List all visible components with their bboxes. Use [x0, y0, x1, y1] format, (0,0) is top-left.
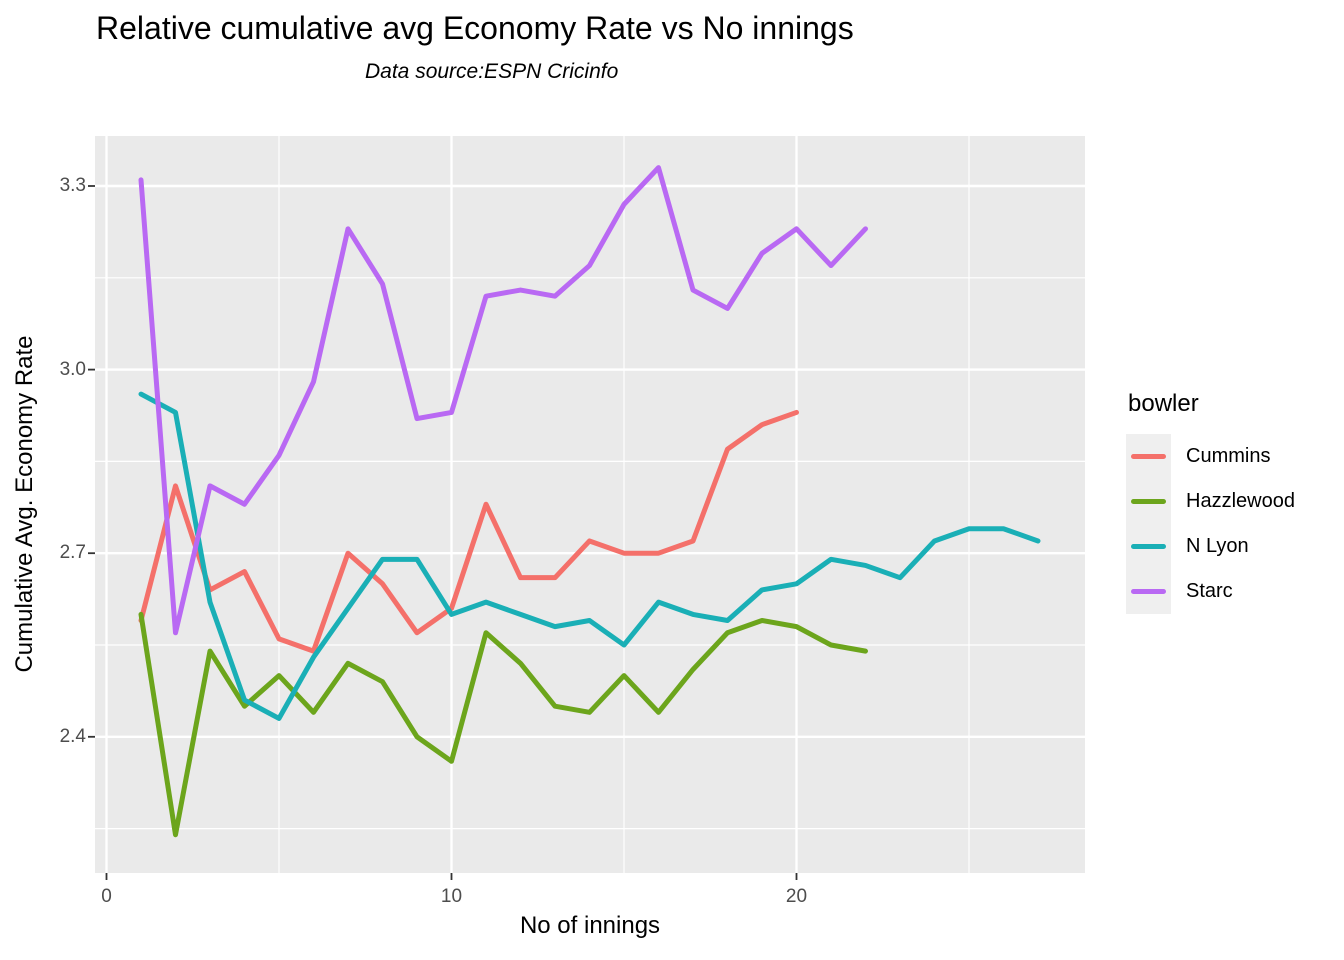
legend-key-swatch: [1126, 434, 1171, 479]
y-tick-label: 2.7: [59, 542, 86, 564]
legend-title: bowler: [1128, 390, 1199, 417]
y-tick-label: 2.4: [59, 725, 86, 747]
legend-key-swatch: [1126, 569, 1171, 614]
legend-key-line-icon: [1131, 499, 1166, 504]
legend-item-n-lyon: N Lyon: [1126, 524, 1295, 569]
legend: bowler Cummins Hazzlewood N Lyon Starc: [1126, 390, 1295, 614]
line-starc: [138, 165, 868, 636]
line-hazzlewood: [138, 611, 868, 838]
legend-items: Cummins Hazzlewood N Lyon Starc: [1126, 434, 1295, 614]
legend-key-line-icon: [1131, 454, 1166, 459]
x-tick-label: 0: [101, 886, 112, 907]
chart-subtitle: Data source:ESPN Cricinfo: [365, 60, 619, 83]
legend-item-label: Cummins: [1186, 445, 1271, 467]
legend-key-line-icon: [1131, 589, 1166, 594]
chart-title: Relative cumulative avg Economy Rate vs …: [96, 10, 854, 46]
x-tick-label: 10: [440, 886, 463, 907]
legend-item-label: Hazzlewood: [1186, 490, 1295, 512]
x-tick-label: 20: [785, 886, 808, 907]
legend-item-hazzlewood: Hazzlewood: [1126, 479, 1295, 524]
line-cummins: [138, 409, 799, 654]
line-n-lyon: [138, 391, 1041, 721]
legend-item-label: Starc: [1186, 580, 1233, 602]
y-axis-title: Cumulative Avg. Economy Rate: [11, 335, 38, 673]
panel-background: [95, 136, 1085, 873]
legend-key-line-icon: [1131, 544, 1166, 549]
legend-item-starc: Starc: [1126, 569, 1295, 614]
legend-key-swatch: [1126, 479, 1171, 524]
legend-item-label: N Lyon: [1186, 535, 1249, 557]
y-tick-label: 3.0: [59, 358, 86, 380]
x-axis-title: No of innings: [519, 912, 661, 939]
legend-key-swatch: [1126, 524, 1171, 569]
legend-item-cummins: Cummins: [1126, 434, 1295, 479]
y-tick-label: 3.3: [59, 175, 86, 196]
